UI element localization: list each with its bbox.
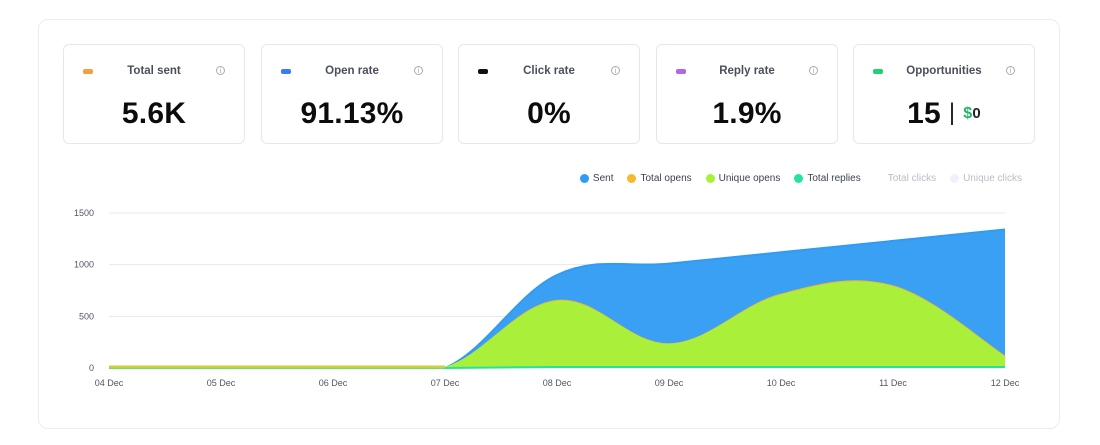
area-chart: 0 500 1000 1500 04 Dec 05 Dec 06 Dec 07 Dec 08 D… bbox=[74, 208, 1020, 388]
legend-item-unique-clicks[interactable]: Unique clicks bbox=[950, 173, 1022, 184]
metric-value: 1.9% bbox=[712, 97, 782, 130]
open-rate-indicator bbox=[281, 69, 291, 74]
legend-item-unique-opens[interactable]: Unique opens bbox=[705, 173, 781, 184]
x-tick-label: 09 Dec bbox=[655, 378, 684, 388]
metric-value: 5.6K bbox=[121, 97, 187, 130]
info-icon[interactable]: i bbox=[216, 66, 225, 75]
metric-value: 0% bbox=[527, 97, 571, 130]
info-icon[interactable]: i bbox=[809, 66, 818, 75]
metric-label: Reply rate bbox=[719, 65, 775, 77]
legend-swatch bbox=[579, 174, 589, 183]
metric-value: 91.13% bbox=[300, 97, 404, 130]
x-tick-label: 10 Dec bbox=[767, 378, 796, 388]
metric-card-open-rate: Open rate i 91.13% bbox=[261, 44, 443, 144]
legend-swatch bbox=[950, 174, 960, 183]
opportunity-value: 0 bbox=[972, 105, 981, 122]
y-tick-label: 1000 bbox=[74, 260, 94, 270]
value-separator: | bbox=[948, 99, 956, 126]
click-rate-indicator bbox=[478, 69, 488, 74]
x-tick-label: 12 Dec bbox=[991, 378, 1020, 388]
legend-swatch bbox=[627, 174, 637, 183]
legend-swatch bbox=[705, 174, 715, 183]
opportunities-count: 15 bbox=[907, 97, 941, 130]
legend-label: Total opens bbox=[640, 173, 692, 184]
legend-swatch bbox=[794, 174, 804, 183]
metric-label: Total sent bbox=[127, 65, 181, 77]
metric-card-total-sent: Total sent i 5.6K bbox=[63, 44, 245, 144]
x-tick-label: 05 Dec bbox=[207, 378, 236, 388]
legend-label: Total replies bbox=[807, 173, 861, 184]
x-tick-label: 06 Dec bbox=[319, 378, 348, 388]
opportunities-indicator bbox=[873, 69, 883, 74]
legend-item-sent[interactable]: Sent bbox=[579, 173, 614, 184]
currency-symbol: $ bbox=[963, 105, 973, 122]
metric-value: 15 | $0 bbox=[854, 97, 1034, 131]
legend-label: Sent bbox=[592, 173, 614, 184]
legend-item-total-replies[interactable]: Total replies bbox=[794, 173, 861, 184]
x-tick-label: 07 Dec bbox=[431, 378, 460, 388]
y-tick-label: 500 bbox=[79, 311, 94, 321]
x-tick-label: 04 Dec bbox=[95, 378, 124, 388]
info-icon[interactable]: i bbox=[611, 66, 620, 75]
metric-card-reply-rate: Reply rate i 1.9% bbox=[656, 44, 838, 144]
info-icon[interactable]: i bbox=[414, 66, 423, 75]
series-area-unique-opens bbox=[109, 282, 1005, 368]
x-tick-label: 08 Dec bbox=[543, 378, 572, 388]
total-sent-indicator bbox=[83, 69, 93, 74]
legend-label: Unique clicks bbox=[963, 173, 1022, 184]
reply-rate-indicator bbox=[676, 69, 686, 74]
legend-label: Unique opens bbox=[718, 173, 781, 184]
metric-label: Open rate bbox=[325, 65, 379, 77]
legend-item-total-clicks[interactable]: Total clicks bbox=[874, 173, 937, 184]
metric-label: Click rate bbox=[523, 65, 575, 77]
x-tick-label: 11 Dec bbox=[879, 378, 907, 388]
legend-label: Total clicks bbox=[887, 173, 937, 184]
metric-card-opportunities: Opportunities i 15 | $0 bbox=[853, 44, 1035, 144]
chart-legend: Sent Total opens Unique opens Total repl… bbox=[579, 173, 1022, 184]
legend-swatch bbox=[874, 174, 884, 183]
y-tick-label: 0 bbox=[89, 363, 94, 373]
metric-label: Opportunities bbox=[906, 65, 982, 77]
info-icon[interactable]: i bbox=[1006, 66, 1015, 75]
y-tick-label: 1500 bbox=[74, 208, 94, 218]
metric-card-click-rate: Click rate i 0% bbox=[458, 44, 640, 144]
legend-item-total-opens[interactable]: Total opens bbox=[627, 173, 692, 184]
